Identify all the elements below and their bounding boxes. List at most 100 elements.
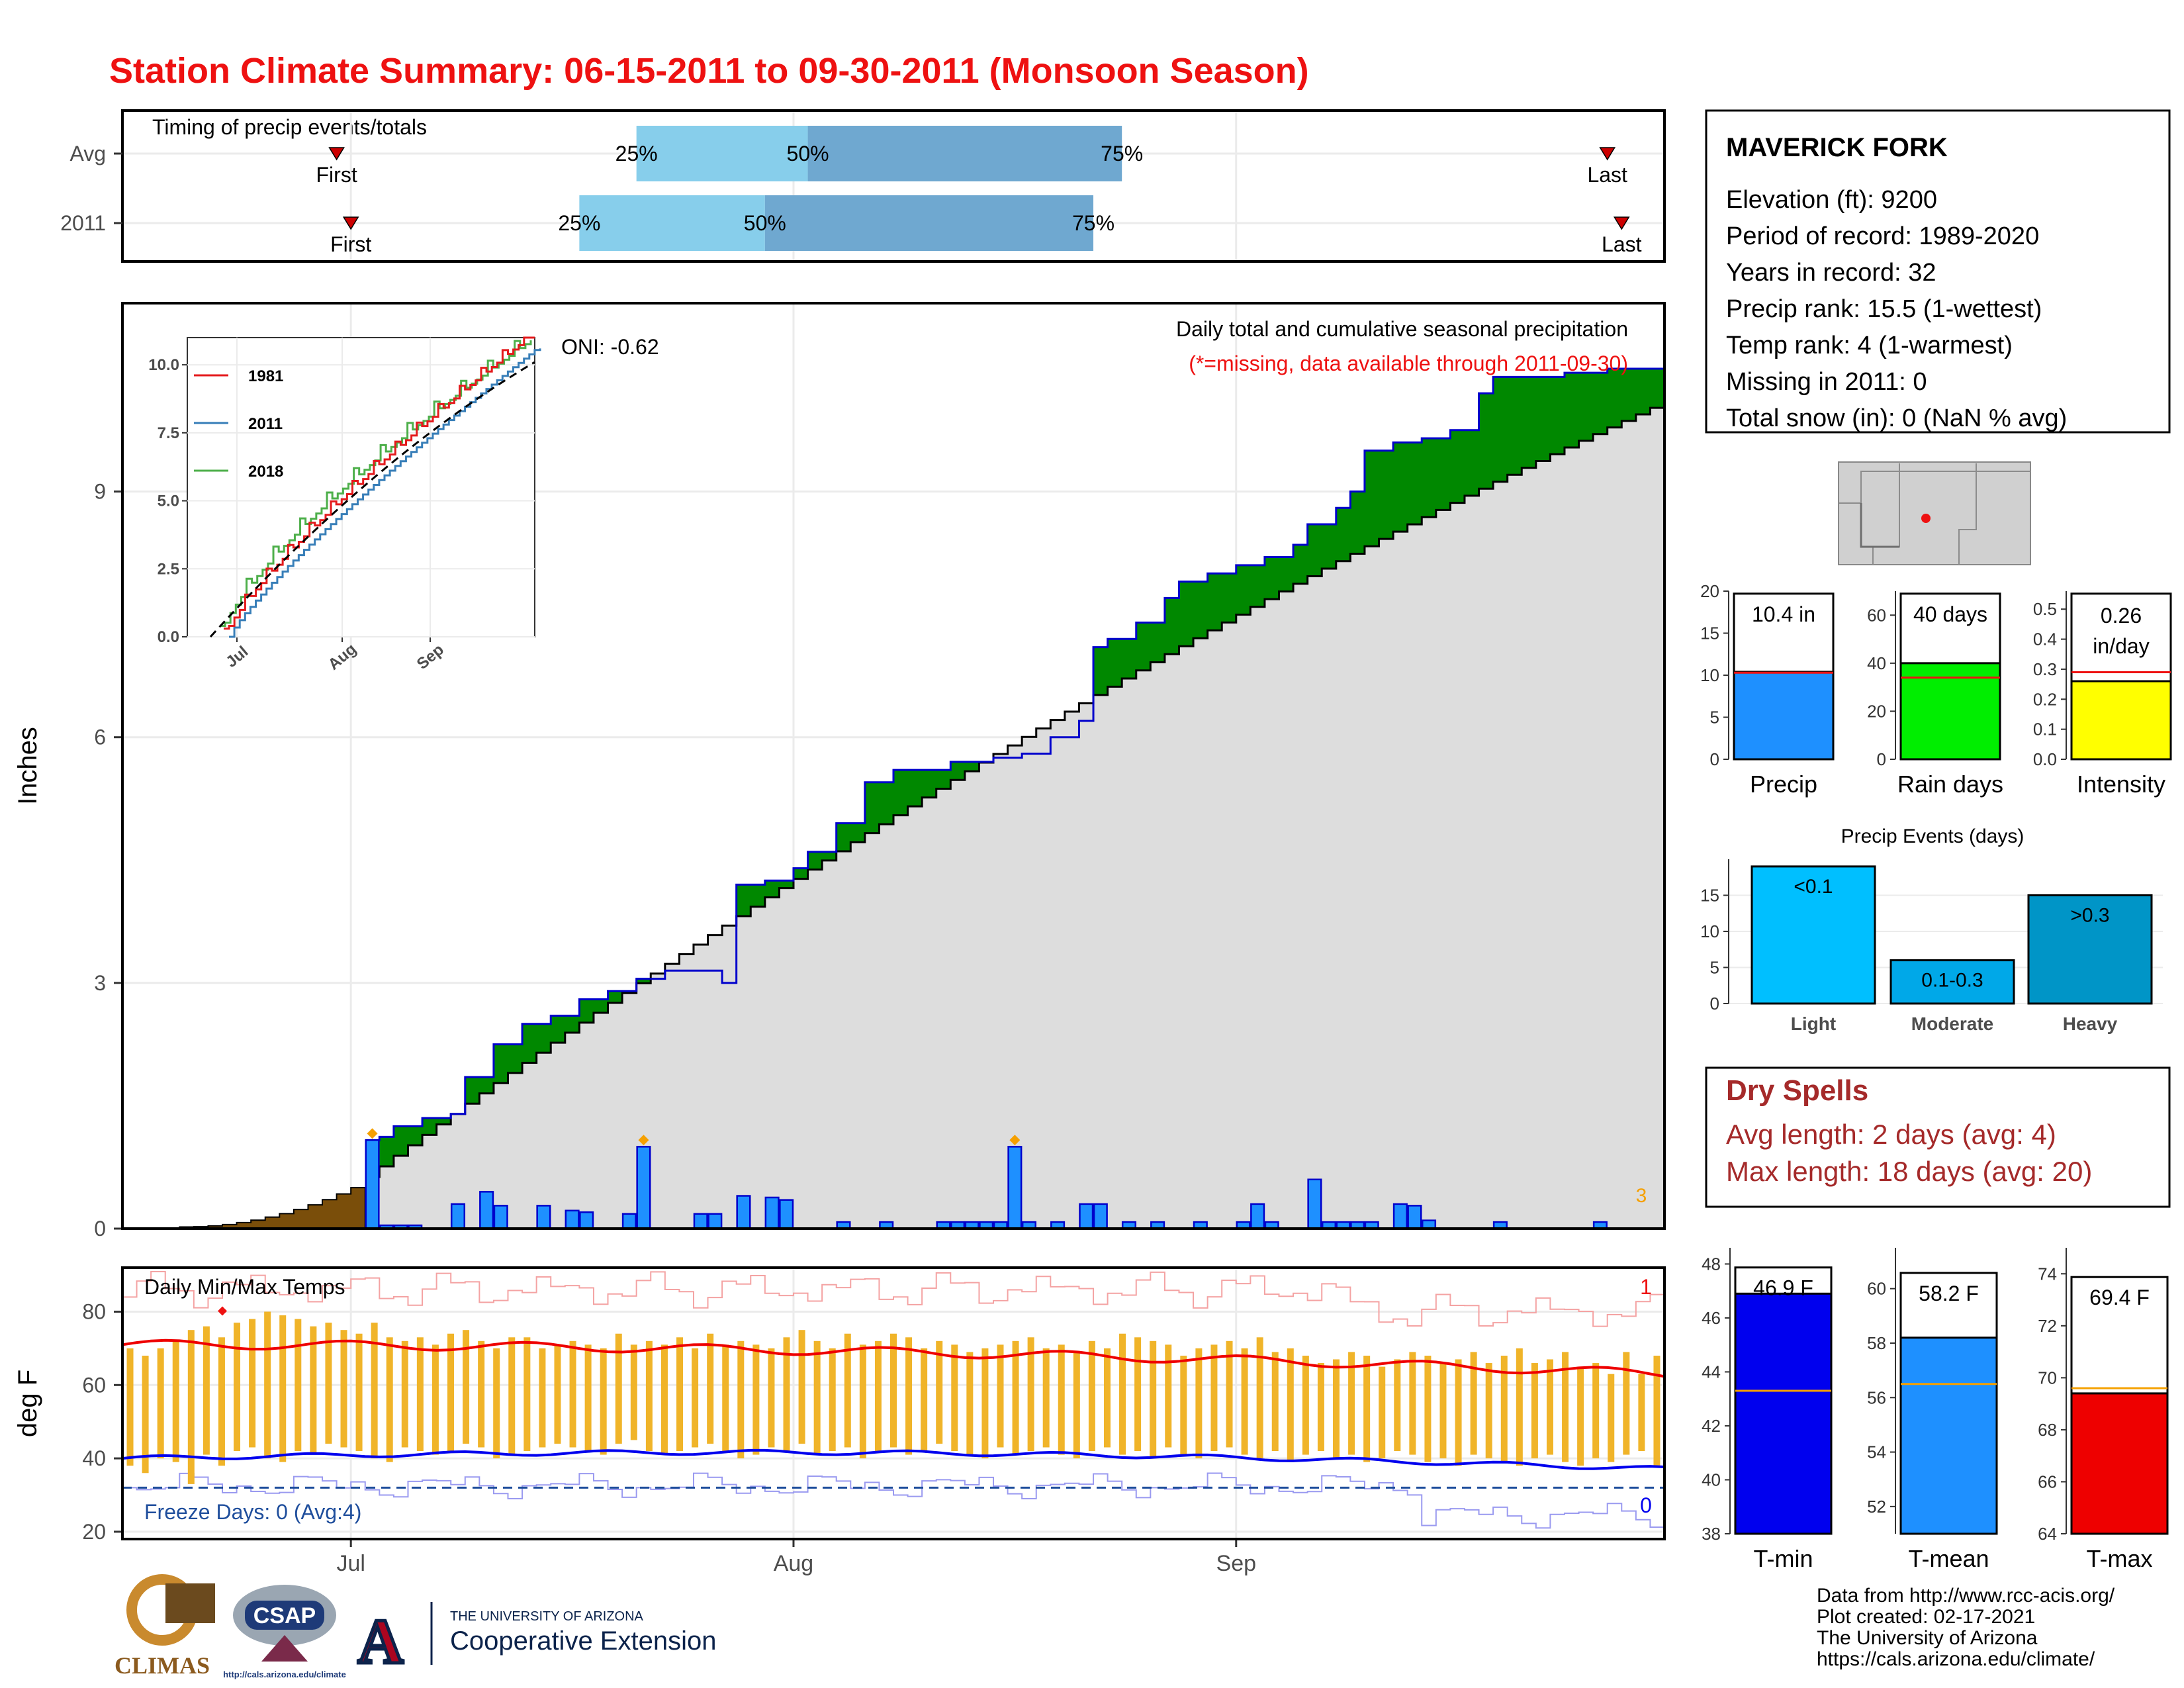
daily-precip-bar — [1079, 1203, 1094, 1230]
daily-precip-bar — [365, 1139, 380, 1230]
daily-temp-range-bar — [1500, 1355, 1508, 1462]
precip-title: Daily total and cumulative seasonal prec… — [1176, 317, 1628, 341]
quartile-label-q50-Avg: 50% — [787, 142, 829, 165]
daily-temp-range-bar — [1134, 1337, 1142, 1452]
climas-shape — [165, 1583, 215, 1623]
precip-ytick-label-3: 9 — [94, 480, 106, 504]
daily-precip-bar — [693, 1213, 708, 1230]
daily-temp-range-bar — [829, 1348, 836, 1452]
precip-events-chart: Precip Events (days) 0 5 10 15 <0.1 Light 0.1-… — [1700, 825, 2163, 1034]
missing-count: 3 — [1636, 1185, 1647, 1207]
logos: CLIMAS CSAP http://cals.arizona.edu/clim… — [114, 1574, 716, 1679]
daily-temp-range-bar — [508, 1337, 516, 1455]
small-ytick-label-T-min-2: 42 — [1702, 1416, 1721, 1436]
daily-temp-range-bar — [187, 1330, 195, 1484]
daily-temp-range-bar — [295, 1319, 302, 1452]
small-bar-Intensity — [2070, 680, 2172, 761]
daily-temp-range-bar — [1409, 1352, 1416, 1455]
daily-precip-bar — [636, 1146, 651, 1230]
daily-precip-bar — [707, 1213, 723, 1230]
small-ytick-label-T-max-3: 70 — [2038, 1368, 2057, 1387]
daily-temp-range-bar — [1470, 1352, 1477, 1455]
daily-temp-range-bar — [172, 1340, 179, 1462]
daily-temp-range-bar — [1608, 1374, 1615, 1462]
daily-temp-range-bar — [1394, 1359, 1401, 1452]
small-ytick-label-Precip-2: 10 — [1700, 665, 1719, 685]
record-min-count: 0 — [1640, 1493, 1652, 1517]
small-bar-T-mean — [1899, 1336, 1998, 1535]
daily-temp-range-bar — [447, 1333, 454, 1452]
daily-temp-range-bar — [615, 1333, 622, 1444]
daily-temp-range-bar — [218, 1337, 225, 1466]
daily-temp-range-bar — [997, 1344, 1004, 1448]
daily-temp-range-bar — [798, 1330, 805, 1444]
small-bar-T-max — [2070, 1392, 2169, 1535]
footer-data-source: Data from http://www.rcc-acis.org/ — [1817, 1585, 2115, 1607]
small-ytick-label-Rain days-1: 20 — [1867, 701, 1886, 721]
temp-xtick-label-2: Sep — [1216, 1551, 1257, 1576]
daily-temp-range-bar — [981, 1348, 989, 1459]
small-value-label-Rain days: 40 days — [1913, 602, 1987, 626]
temp-frame — [121, 1266, 1666, 1540]
temp-ytick-label-3: 80 — [82, 1299, 106, 1323]
oni-label: ONI: -0.62 — [561, 335, 659, 359]
event-bar-Moderate — [1889, 959, 2015, 1005]
event-bar-label-1: 0.1-0.3 — [1921, 970, 1983, 992]
inset-ytick-label-1: 2.5 — [158, 560, 179, 578]
avg-max-temp-line — [122, 1338, 1665, 1378]
last-label-2011: Last — [1602, 232, 1642, 256]
quartile-box-upper-Avg — [807, 126, 1122, 181]
small-ytick-label-Intensity-4: 0.4 — [2033, 630, 2057, 649]
small-ytick-label-T-mean-0: 52 — [1867, 1497, 1886, 1517]
inset-line-1981 — [224, 336, 535, 630]
daily-temp-range-bar — [1042, 1348, 1050, 1448]
small-name-Intensity: Intensity — [2077, 771, 2165, 798]
daily-temp-range-bar — [1333, 1359, 1340, 1459]
timing-panel: Timing of precip events/totals 25% 50% 75%… — [60, 109, 1666, 263]
small-bar-T-min — [1734, 1292, 1833, 1535]
events-ytick-label-2: 10 — [1700, 921, 1719, 941]
daily-temp-range-bar — [325, 1323, 332, 1444]
record-min-line — [122, 1472, 1664, 1529]
inset-legend-label-2018: 2018 — [248, 463, 283, 481]
daily-temp-range-bar — [493, 1348, 500, 1459]
arizona-border — [1860, 503, 1899, 548]
daily-temp-range-bar — [859, 1344, 866, 1459]
dry-spells-box: Dry Spells Avg length: 2 days (avg: 4) M… — [1705, 1066, 2171, 1208]
last-marker-Avg — [1599, 147, 1616, 161]
dry-spells-avg: Avg length: 2 days (avg: 4) — [1726, 1119, 2056, 1150]
daily-temp-range-bar — [157, 1348, 164, 1459]
small-value-label-Intensity: 0.26 — [2101, 604, 2142, 628]
event-category-2: Heavy — [2063, 1013, 2118, 1034]
daily-temp-range-bar — [783, 1337, 790, 1452]
daily-temp-range-bar — [310, 1326, 317, 1455]
daily-precip-bar — [493, 1205, 508, 1230]
inset-ytick-label-4: 10.0 — [148, 356, 179, 374]
station-temp-rank: Temp rank: 4 (1-warmest) — [1726, 332, 2013, 359]
daily-precip-bar — [1007, 1146, 1023, 1230]
daily-precip-bar — [1250, 1203, 1265, 1230]
daily-temp-range-bar — [249, 1319, 256, 1448]
state-borders — [1839, 463, 2030, 565]
timing-row-label-Avg: Avg — [69, 142, 106, 165]
daily-temp-range-bar — [478, 1340, 485, 1448]
daily-precip-bar — [536, 1205, 551, 1230]
precip-ytick-label-1: 3 — [94, 971, 106, 995]
daily-precip-bar — [450, 1203, 466, 1230]
event-bar-label-0: <0.1 — [1794, 876, 1833, 898]
csap-logo: CSAP http://cals.arizona.edu/climate — [223, 1585, 346, 1679]
daily-temp-range-bar — [126, 1348, 134, 1466]
daily-temp-range-bar — [737, 1340, 745, 1459]
small-ytick-label-Precip-1: 5 — [1710, 708, 1719, 727]
small-ytick-label-Precip-3: 15 — [1700, 624, 1719, 643]
small-value-label-T-min: 46.9 F — [1753, 1276, 1813, 1300]
pre-season-accumulation — [179, 1187, 366, 1229]
inset-ytick-label-3: 7.5 — [158, 424, 179, 442]
ua-logo: A THE UNIVERSITY OF ARIZONA Cooperative … — [356, 1602, 716, 1679]
daily-temp-range-bar — [463, 1330, 470, 1444]
precip-frame — [121, 302, 1666, 1230]
temp-ytick-label-0: 20 — [82, 1520, 106, 1544]
daily-temp-range-bar — [966, 1352, 974, 1455]
temperature-panel: Jul Aug Sep 20 40 60 80 Daily Min/Max Temps Fr… — [13, 1266, 1666, 1576]
